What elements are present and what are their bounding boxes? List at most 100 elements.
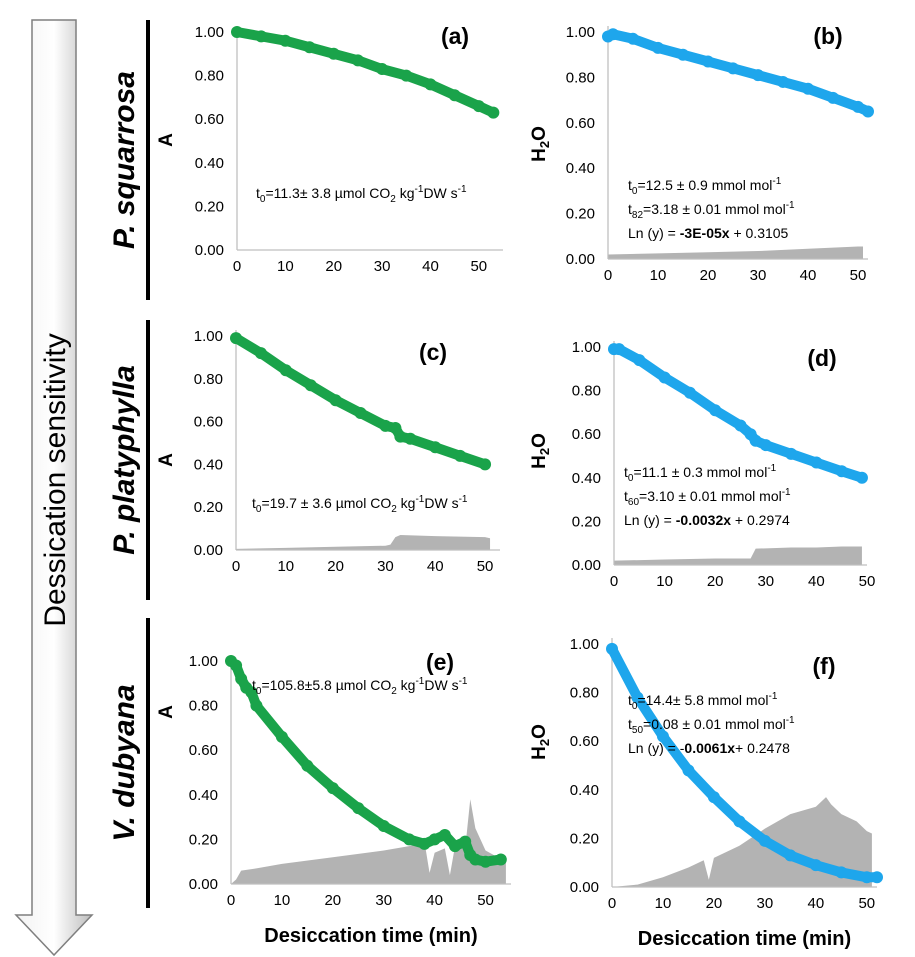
area-series-2 [608,246,863,259]
y-axis-label: H2O [529,126,552,162]
panel-4: 0.00 0.20 0.40 0.60 0.80 1.00 0 10 20 30 40 50 H2O (d… [529,339,875,590]
y-tick-label: 0.20 [195,198,224,215]
y-tick-label: 0.20 [572,513,601,530]
y-tick-label: 0.80 [566,69,595,86]
x-tick-label: 40 [427,558,444,575]
x-tick-label: 30 [757,895,774,912]
data-point [479,458,492,471]
data-point [707,791,720,804]
data-point [758,834,771,847]
data-series-3 [231,333,491,470]
y-tick-label: 1.00 [194,328,223,345]
data-point [404,432,417,445]
data-point [631,691,644,704]
data-point [852,100,864,113]
data-point [304,379,317,392]
data-point [682,764,695,777]
annotation-line: t0=12.5 ± 0.9 mmol mol-1 [628,176,782,197]
data-point [658,371,671,384]
data-point [749,434,762,447]
data-point [376,63,389,76]
x-tick-label: 20 [325,258,342,275]
data-point [469,853,482,866]
annotation-line: t60=3.10 ± 0.01 mmol mol-1 [624,487,791,508]
x-tick-label: 0 [604,267,612,284]
sensitivity-arrow: Dessication sensitivity [14,19,94,957]
data-point [479,855,492,868]
x-tick-label: 0 [608,895,616,912]
data-point [487,106,500,119]
data-point [472,100,485,113]
x-tick-label: 20 [707,573,724,590]
data-point [835,866,848,879]
annotation-line: t0=11.3± 3.8 µmol CO2 kg-1DW s-1 [256,184,467,205]
y-tick-label: 0.80 [195,68,224,85]
x-tick-label: 30 [374,258,391,275]
y-tick-label: 0.80 [189,698,218,715]
data-point [377,820,390,833]
data-point [379,419,392,432]
data-point [255,30,268,43]
panels: 0.00 0.20 0.40 0.60 0.80 1.00 0 10 20 30 40 50 A (a) t… [156,23,883,950]
y-tick-label: 0.40 [189,787,218,804]
y-tick-label: 0.60 [570,733,599,750]
annotation-line: t82=3.18 ± 0.01 mmol mol-1 [628,200,795,221]
y-tick-label: 0.40 [572,470,601,487]
data-point [454,449,467,462]
data-point [835,465,848,478]
y-tick-label: 1.00 [570,636,599,653]
data-point [279,364,292,377]
x-tick-label: 50 [470,258,487,275]
y-tick-label: 0.00 [189,876,218,893]
x-tick-label: 40 [808,895,825,912]
arrow-shape [14,19,94,957]
data-point [394,430,407,443]
data-point [459,835,472,848]
data-point [329,394,342,407]
data-point [613,343,626,356]
annotation-line: Ln (y) = -0.0061x+ 0.2478 [628,740,790,756]
panel-letter: (a) [441,23,469,49]
annotation-line: t0=14.4± 5.8 mmol mol-1 [628,691,778,712]
data-point [677,48,689,61]
data-point [303,41,316,54]
x-tick-label: 0 [610,573,618,590]
y-tick-label: 0.80 [570,685,599,702]
data-point [403,833,416,846]
data-point [250,699,263,712]
data-point [809,859,822,872]
y-tick-label: 0.40 [570,782,599,799]
x-tick-label: 40 [422,258,439,275]
data-point [438,828,451,841]
data-point [683,386,696,399]
data-point [656,730,669,743]
y-tick-label: 1.00 [195,24,224,41]
data-point [862,105,874,118]
y-tick-label: 0.20 [189,831,218,848]
y-axis-label: H2O [529,724,552,760]
y-tick-label: 0.40 [566,160,595,177]
y-axis-label: A [156,705,177,719]
panel-letter: (f) [813,653,836,679]
y-tick-label: 0.40 [195,155,224,172]
data-point [230,659,243,672]
x-tick-label: 10 [274,892,291,909]
x-tick-label: 0 [227,892,235,909]
y-tick-label: 0.00 [566,251,595,268]
annotation-line: Ln (y) = -3E-05x + 0.3105 [628,225,789,241]
data-point [827,91,839,104]
y-tick-label: 1.00 [572,339,601,356]
data-point [752,69,764,82]
data-point [354,407,367,420]
x-tick-label: 30 [377,558,394,575]
x-tick-label: 20 [700,267,717,284]
data-point [351,54,364,67]
y-tick-label: 0.20 [570,830,599,847]
y-tick-label: 0.60 [189,742,218,759]
x-tick-label: 50 [477,892,494,909]
annotation-line: t0=11.1 ± 0.3 mmol mol-1 [624,463,777,484]
x-tick-label: 40 [800,267,817,284]
x-tick-label: 30 [750,267,767,284]
y-tick-label: 0.00 [570,879,599,896]
x-tick-label: 30 [375,892,392,909]
